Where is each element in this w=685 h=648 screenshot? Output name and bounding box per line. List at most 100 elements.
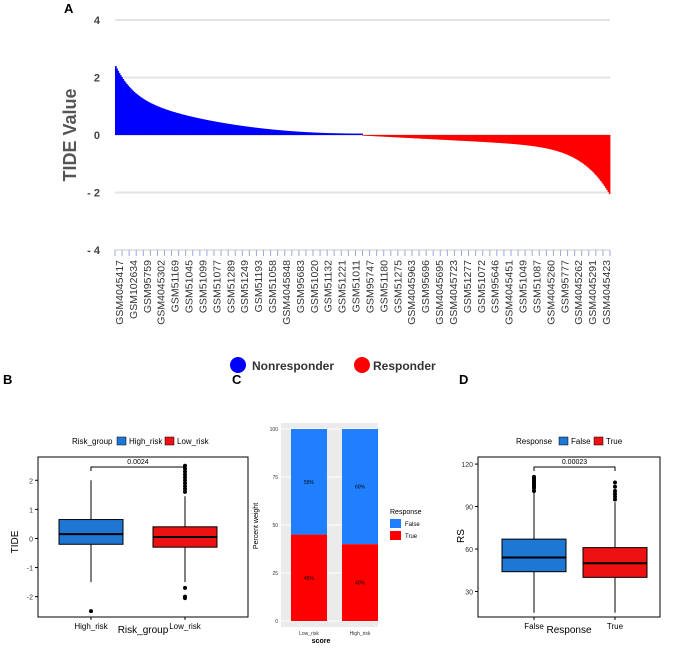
panel-a-bar xyxy=(566,135,569,155)
panel-a-bar xyxy=(497,135,500,143)
panel-a-x-tick-label: GSM4045423 xyxy=(601,260,613,325)
panel-a-bar xyxy=(316,132,319,135)
panel-d-y-tick-label: 90 xyxy=(465,505,473,512)
panel-b-outlier xyxy=(183,475,187,480)
panel-a-bar xyxy=(262,128,264,135)
panel-c-y-tick-label: 75 xyxy=(272,475,278,481)
panel-d-x-tick-label: True xyxy=(607,622,624,631)
panel-a-bar xyxy=(265,128,268,135)
panel-a-bar xyxy=(472,135,475,142)
panel-a-bar xyxy=(205,119,207,135)
panel-a-bar xyxy=(321,132,324,135)
panel-a-bar xyxy=(588,135,591,169)
panel-a-letter: A xyxy=(64,1,74,16)
panel-a-bar xyxy=(287,130,289,135)
panel-a-x-tick-label: GSM51193 xyxy=(253,260,265,312)
panel-a-bar xyxy=(415,135,418,139)
panel-a-bar xyxy=(461,135,464,141)
panel-a-bar xyxy=(291,131,294,135)
panel-a-bar xyxy=(140,97,143,135)
panel-a-bar xyxy=(192,117,195,135)
panel-a-bar xyxy=(366,135,368,136)
panel-a-bar xyxy=(570,135,573,157)
panel-a-bar xyxy=(569,135,571,156)
panel-a-bar xyxy=(181,114,184,135)
panel-a-bar xyxy=(429,135,431,140)
panel-d-legend-label-true: True xyxy=(606,437,623,446)
panel-b-outlier xyxy=(183,596,187,601)
panel-a-bar xyxy=(221,122,224,135)
panel-a-bar xyxy=(119,75,122,135)
panel-a-bar xyxy=(421,135,424,139)
panel-d-legend-title: Response xyxy=(516,437,553,446)
panel-a-bar xyxy=(252,127,254,135)
panel-a-x-tick-label: GSM4045417 xyxy=(114,260,126,325)
panel-a-bar xyxy=(163,108,165,135)
panel-a-x-tick-label: GSM51077 xyxy=(211,260,223,313)
panel-a-bar xyxy=(369,135,372,136)
panel-c-y-tick-label: 25 xyxy=(272,571,278,577)
panel-a-bar xyxy=(384,135,387,137)
panel-a-bar xyxy=(186,115,189,135)
panel-a-bar xyxy=(560,135,563,153)
panel-a-bar xyxy=(222,122,225,135)
panel-c-bar-label-false: 60% xyxy=(355,485,366,491)
panel-a-bar xyxy=(514,135,517,145)
panel-a-bar xyxy=(200,118,203,135)
panel-a-bar xyxy=(603,135,606,187)
panel-a-bar xyxy=(212,121,215,135)
panel-b-y-tick-label: 2 xyxy=(29,478,33,485)
panel-a-bar xyxy=(362,135,365,136)
panel-a-bar xyxy=(137,95,139,135)
panel-a-bar xyxy=(310,132,313,135)
panel-a-bar xyxy=(199,118,201,135)
panel-a-bar xyxy=(117,70,120,135)
panel-d-outlier xyxy=(532,474,536,479)
panel-c-plot: 0 25 50 75 100 55% 45% Low_risk 60% 40% High_risk xyxy=(270,423,378,637)
panel-a-x-tick-label: GSM102634 xyxy=(128,260,140,319)
panel-a-bar xyxy=(449,135,451,141)
panel-a-bar xyxy=(142,98,144,135)
panel-a-bar xyxy=(418,135,420,139)
panel-a-bar xyxy=(564,135,566,154)
panel-a-bar xyxy=(283,130,285,135)
panel-a-bar xyxy=(353,133,356,135)
panel-a-bar xyxy=(545,135,548,149)
panel-a-bar xyxy=(553,135,555,151)
panel-a-bar xyxy=(123,80,126,135)
panel-a-bar xyxy=(347,133,350,135)
panel-a-bar xyxy=(360,133,362,135)
panel-c-bar-label-true: 40% xyxy=(355,581,366,587)
panel-a-bar xyxy=(433,135,435,140)
panel-b-outlier xyxy=(183,585,187,590)
panel-d-outlier xyxy=(613,491,617,496)
panel-a-x-tick-label: GSM4045302 xyxy=(156,260,168,325)
panel-a-x-tick-label: GSM51249 xyxy=(239,260,251,313)
panel-a-bar xyxy=(431,135,434,140)
panel-a-bar xyxy=(150,103,153,135)
panel-a-bar xyxy=(601,135,603,183)
panel-a-bar xyxy=(507,135,509,144)
panel-a-bar xyxy=(367,135,370,136)
panel-a-x-tick-label: GSM51275 xyxy=(392,260,404,313)
panel-a: A 4 2 0 - 2 - 4 TIDE Value GSM4045417 GSM1026… xyxy=(60,1,613,373)
panel-d-outlier xyxy=(613,484,617,489)
panel-a-bar xyxy=(525,135,528,146)
panel-a-bar xyxy=(351,133,353,135)
panel-a-bar xyxy=(204,119,206,135)
panel-a-bar xyxy=(376,135,378,137)
panel-a-bar xyxy=(457,135,460,141)
panel-a-bar xyxy=(574,135,576,159)
panel-a-bar xyxy=(314,132,316,135)
panel-a-bar xyxy=(235,124,237,135)
panel-b-legend-title: Risk_group xyxy=(72,437,113,446)
panel-a-bar xyxy=(419,135,422,139)
panel-a-bar xyxy=(355,133,357,135)
panel-a-bar xyxy=(409,135,412,139)
panel-a-bar xyxy=(522,135,524,145)
panel-a-bar xyxy=(272,129,274,135)
panel-a-x-tick-label: GSM95759 xyxy=(142,260,154,313)
panel-a-bar xyxy=(408,135,410,139)
panel-a-bar xyxy=(486,135,488,143)
